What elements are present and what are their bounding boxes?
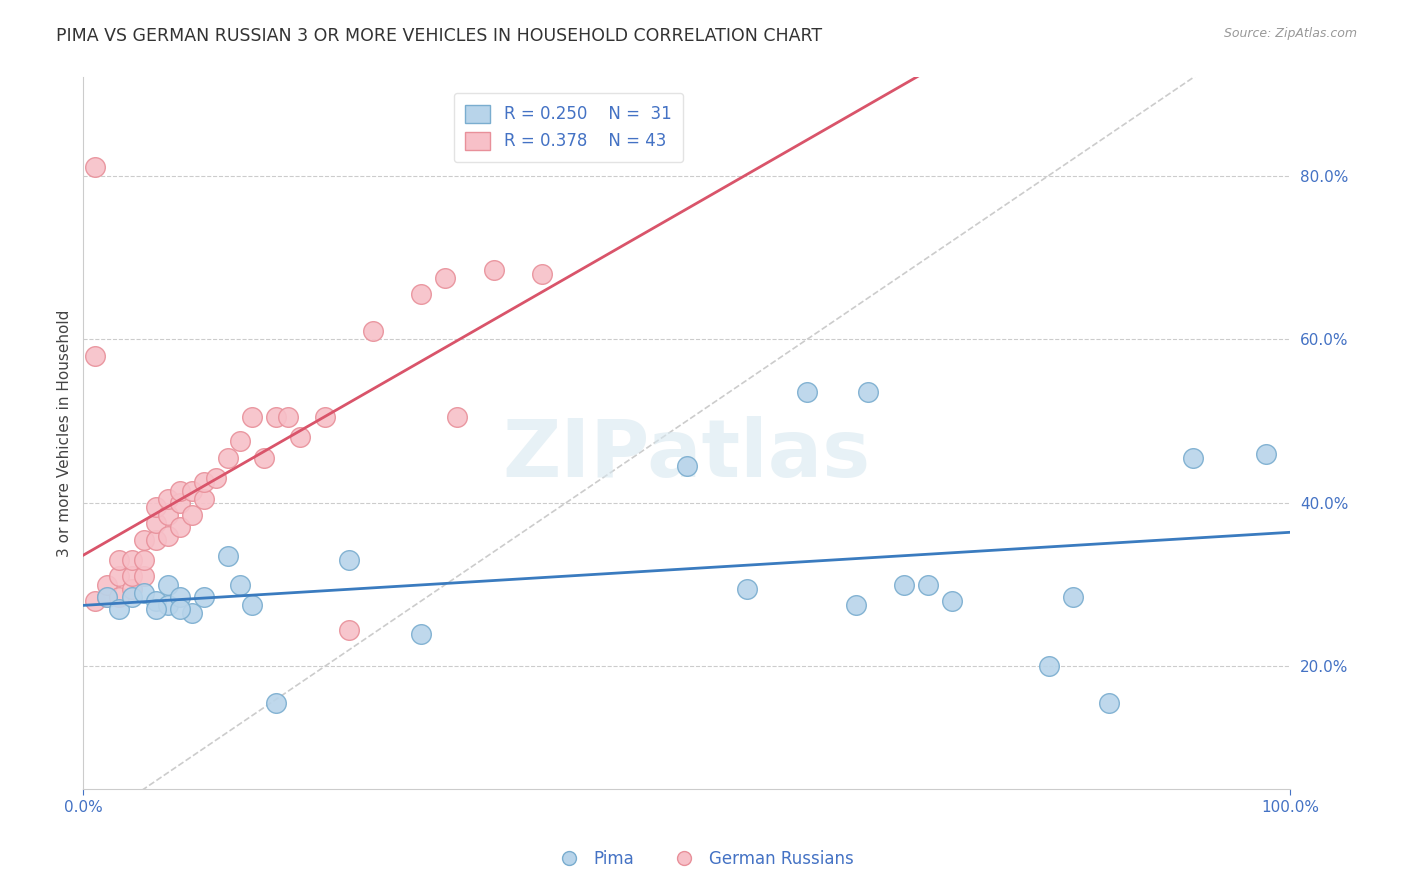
Point: [156, 491, 179, 506]
Point: [337, 623, 360, 637]
Point: [180, 607, 202, 621]
Point: [169, 520, 191, 534]
Point: [893, 577, 915, 591]
Point: [156, 577, 179, 591]
Point: [145, 602, 167, 616]
Point: [121, 553, 143, 567]
Point: [156, 508, 179, 522]
Point: [217, 450, 239, 465]
Text: ZIPatlas: ZIPatlas: [502, 416, 870, 493]
Text: Source: ZipAtlas.com: Source: ZipAtlas.com: [1223, 27, 1357, 40]
Point: [132, 533, 155, 547]
Point: [1098, 696, 1121, 710]
Point: [169, 602, 191, 616]
Point: [844, 598, 866, 612]
Point: [108, 553, 131, 567]
Point: [84, 349, 107, 363]
Point: [132, 586, 155, 600]
Point: [229, 434, 252, 449]
Point: [84, 161, 107, 175]
Point: [482, 262, 505, 277]
Point: [735, 582, 758, 596]
Point: [193, 475, 215, 490]
Legend: Pima, German Russians: Pima, German Russians: [546, 844, 860, 875]
Legend: R = 0.250    N =  31, R = 0.378    N = 43: R = 0.250 N = 31, R = 0.378 N = 43: [454, 93, 683, 161]
Point: [675, 458, 697, 473]
Point: [169, 483, 191, 498]
Point: [193, 590, 215, 604]
Point: [180, 483, 202, 498]
Point: [169, 590, 191, 604]
Point: [266, 696, 288, 710]
Point: [145, 500, 167, 514]
Y-axis label: 3 or more Vehicles in Household: 3 or more Vehicles in Household: [58, 310, 72, 557]
Point: [156, 528, 179, 542]
Point: [121, 590, 143, 604]
Point: [314, 409, 336, 424]
Point: [253, 450, 276, 465]
Point: [217, 549, 239, 563]
Point: [145, 594, 167, 608]
Point: [446, 409, 468, 424]
Point: [108, 590, 131, 604]
Point: [856, 385, 879, 400]
Point: [434, 271, 457, 285]
Point: [1038, 659, 1060, 673]
Point: [84, 594, 107, 608]
Point: [193, 491, 215, 506]
Point: [277, 409, 299, 424]
Point: [169, 496, 191, 510]
Point: [1254, 447, 1277, 461]
Point: [240, 409, 263, 424]
Point: [96, 577, 118, 591]
Point: [132, 553, 155, 567]
Point: [145, 516, 167, 531]
Point: [205, 471, 228, 485]
Point: [132, 569, 155, 583]
Point: [1182, 450, 1205, 465]
Point: [108, 602, 131, 616]
Point: [108, 569, 131, 583]
Point: [941, 594, 963, 608]
Point: [121, 582, 143, 596]
Point: [145, 533, 167, 547]
Point: [796, 385, 818, 400]
Point: [266, 409, 288, 424]
Point: [96, 590, 118, 604]
Point: [290, 430, 312, 444]
Point: [411, 287, 433, 301]
Point: [917, 577, 939, 591]
Point: [180, 508, 202, 522]
Point: [156, 598, 179, 612]
Point: [411, 626, 433, 640]
Point: [337, 553, 360, 567]
Point: [361, 324, 384, 338]
Point: [530, 267, 553, 281]
Point: [1062, 590, 1084, 604]
Text: PIMA VS GERMAN RUSSIAN 3 OR MORE VEHICLES IN HOUSEHOLD CORRELATION CHART: PIMA VS GERMAN RUSSIAN 3 OR MORE VEHICLE…: [56, 27, 823, 45]
Point: [96, 590, 118, 604]
Point: [240, 598, 263, 612]
Point: [121, 569, 143, 583]
Point: [229, 577, 252, 591]
